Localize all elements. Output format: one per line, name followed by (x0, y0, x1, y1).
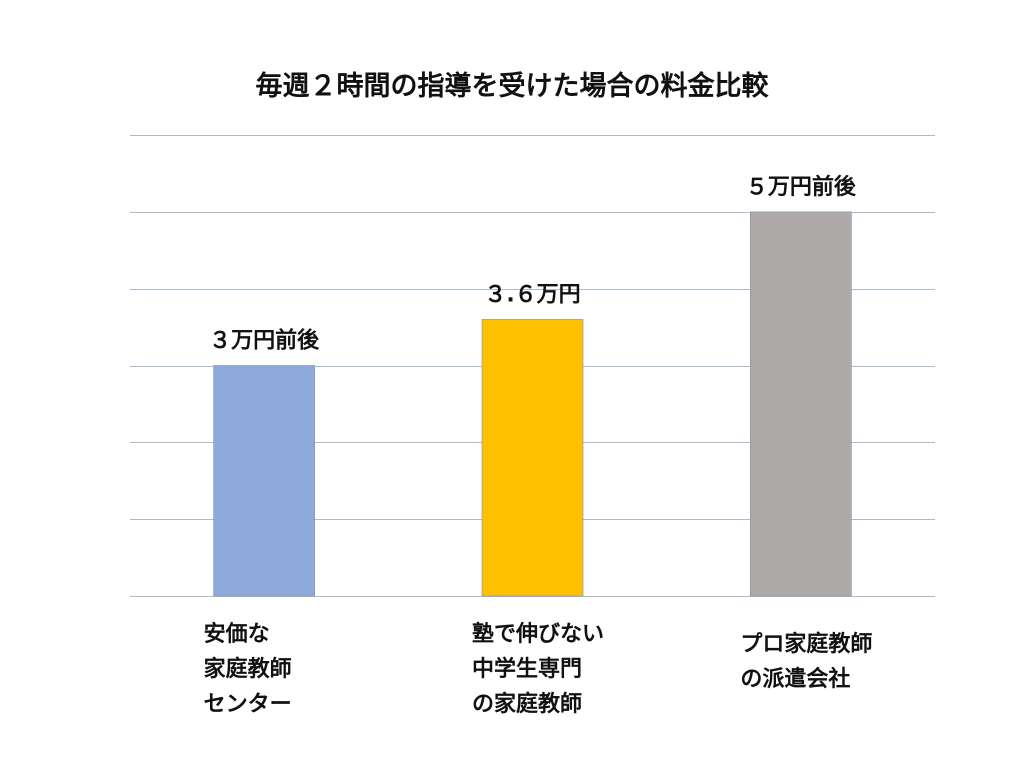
category-label-line: の家庭教師 (472, 691, 582, 717)
category-label: 塾で伸びない中学生専門の家庭教師 (472, 621, 604, 717)
category-label-line: の派遣会社 (740, 666, 850, 692)
data-labels: ３万円前後 ３.６万円 ５万円前後 (209, 174, 857, 354)
chart-title: 毎週２時間の指導を受けた場合の料金比較 (256, 70, 770, 102)
bar (481, 319, 584, 597)
category-label-line: 塾で伸びない (472, 621, 604, 647)
category-label-line: プロ家庭教師 (740, 631, 872, 657)
category-label: プロ家庭教師の派遣会社 (740, 631, 872, 692)
bar (213, 365, 315, 597)
category-label-line: 中学生専門 (472, 656, 582, 682)
bar (750, 211, 852, 597)
data-label: ３.６万円 (484, 282, 580, 307)
category-labels: 安価な家庭教師センター 塾で伸びない中学生専門の家庭教師 プロ家庭教師の派遣会社 (204, 621, 873, 717)
category-label-line: センター (204, 692, 292, 717)
category-label-line: 家庭教師 (204, 656, 292, 682)
category-label: 安価な家庭教師センター (204, 621, 292, 717)
bars (213, 211, 852, 597)
data-label: ３万円前後 (209, 328, 320, 354)
data-label: ５万円前後 (746, 174, 857, 200)
category-label-line: 安価な (204, 621, 270, 647)
